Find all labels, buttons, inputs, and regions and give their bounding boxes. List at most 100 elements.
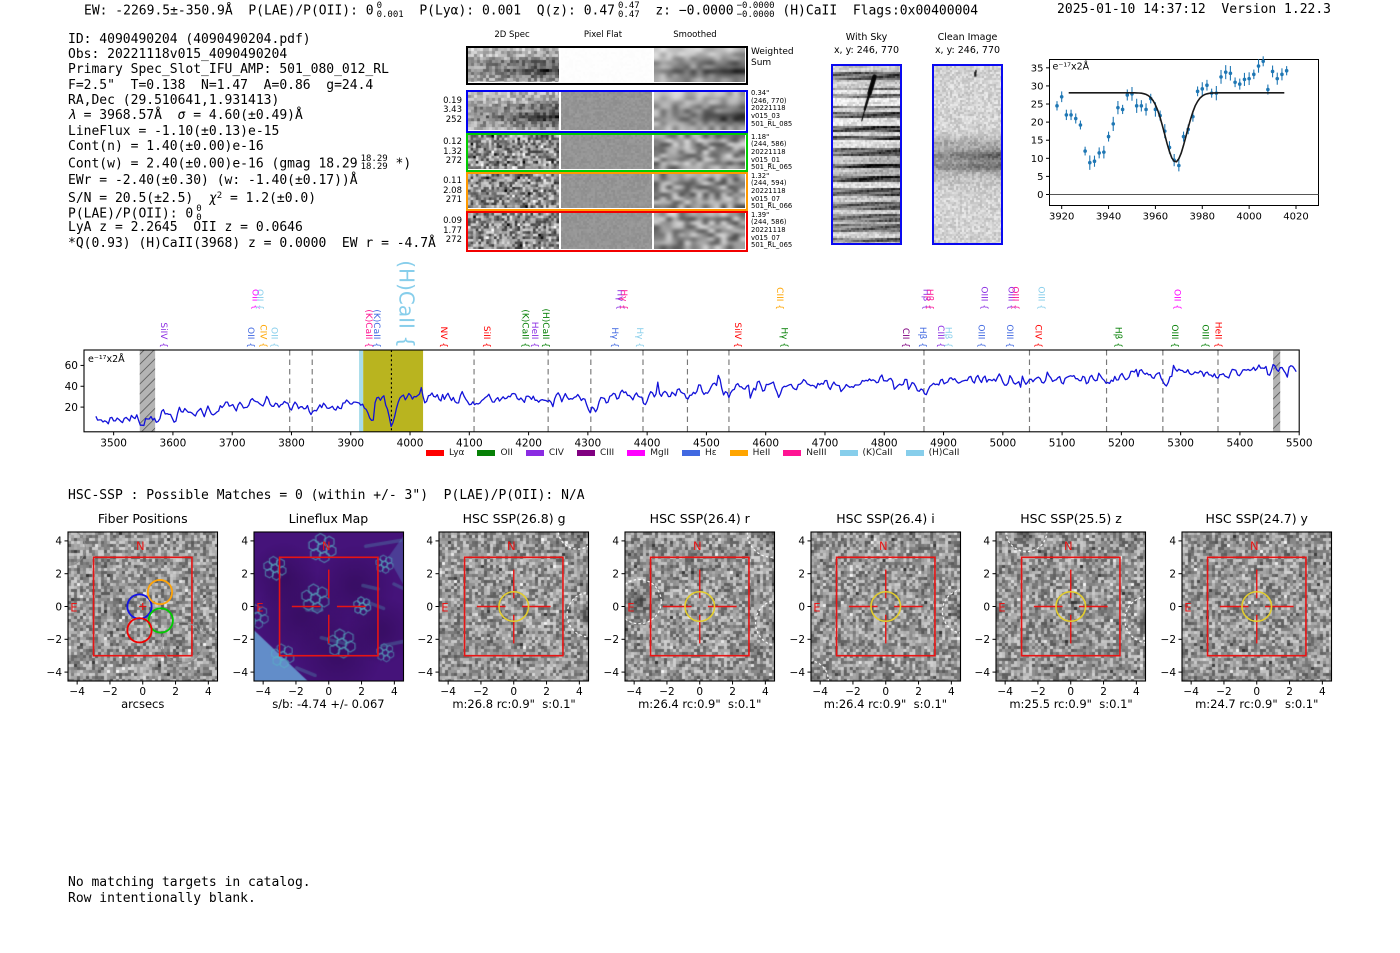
- inset-point-46: [1270, 69, 1275, 74]
- main-xtick-label-15: 5000: [989, 437, 1016, 449]
- spec2d-img-fiber-2-flat: [561, 135, 653, 170]
- cutout-6-extraction-box: [1206, 556, 1307, 657]
- line-label-OII-4: OII {: [249, 289, 259, 310]
- inset-point-45: [1266, 87, 1270, 92]
- cutout-4-xtick-3: 2: [915, 686, 922, 698]
- cutout-3-extraction-box: [649, 556, 750, 657]
- summary-sup-3: 0.47: [618, 1, 640, 11]
- cutout-title-3: HSC SSP(26.4) r: [649, 511, 750, 526]
- clean-image-frame: [932, 64, 1003, 245]
- clean-image-subtitle: x, y: 246, 770: [934, 44, 1001, 56]
- line-label-SiIV-18: SiIV {: [732, 322, 742, 348]
- main-xtick-label-20: 5500: [1286, 437, 1313, 449]
- line-label-OII-3: OII {: [268, 327, 278, 348]
- cutout-3-xtick-1: −2: [659, 686, 674, 698]
- main-ytick-label-0: 20: [65, 402, 78, 414]
- info-8-text-2: *): [387, 155, 412, 171]
- cutout-overlay-3: N E −4 −4 −2 −2 0 0 2 2 4 4: [604, 531, 776, 698]
- cutout-5-xtick-4: 4: [1133, 686, 1140, 698]
- inset-point-4: [1073, 116, 1078, 121]
- cutout-3-ytick-4: 4: [612, 536, 619, 548]
- spec2d-row-fiber-1: [466, 89, 748, 133]
- with-sky-title: With Sky: [845, 32, 888, 43]
- inset-unit-label: e⁻¹⁷x2Å: [1053, 61, 1090, 73]
- line-label-HeII-12: HeII {: [529, 322, 539, 348]
- cutout-1-north-label: N: [322, 539, 331, 553]
- inset-point-37: [1228, 71, 1233, 76]
- info-8-sub-1: 18.29: [360, 162, 388, 173]
- info-5-symbol-0: λ: [68, 108, 76, 124]
- line-label-CII-21: CII {: [900, 328, 910, 348]
- cutout-5-ytick-4: 4: [984, 536, 991, 548]
- main-xtick-label-9: 4400: [634, 437, 661, 449]
- line-label-Hγ-15: Hγ {: [615, 289, 625, 310]
- line-label-OIII-35: OIII {: [1169, 324, 1179, 348]
- cutout-xlabel-0: arcsecs: [121, 697, 165, 711]
- legend-item-OII: OII: [477, 448, 513, 458]
- cutout-1-xtick-3: 2: [358, 686, 365, 698]
- inset-point-43: [1256, 64, 1261, 68]
- spec2d-right-fiber-1-2: 20221118: [751, 104, 786, 113]
- hsc-match-header: HSC-SSP : Possible Matches = 0 (within +…: [68, 488, 585, 503]
- spec2d-img-fiber-3-smooth: [654, 174, 746, 209]
- cutout-3-catalog-circle-1: [746, 532, 775, 558]
- main-xtick-label-1: 3600: [160, 437, 187, 449]
- line-label-Hγ-20: Hγ {: [779, 327, 789, 348]
- summary-text-6: (H)CaII Flags:0x00400004: [774, 3, 979, 19]
- cutout-5-ytick-2: 0: [984, 601, 991, 613]
- cutout-4-ytick-0: −4: [789, 667, 805, 679]
- spec2d-right-fiber-4-0: 1.39": [751, 210, 770, 219]
- spec2d-img-weighted-smooth: [653, 48, 745, 82]
- summary-header: EW: -2269.5±-350.9Å P(LAE)/P(OII): 0 0 0.0…: [84, 2, 978, 20]
- cutout-title-6: HSC SSP(24.7) y: [1205, 511, 1308, 526]
- info-5-text-1: = 3968.57Å: [75, 108, 178, 124]
- cutout-0-neighbor-circle-0: [161, 621, 204, 664]
- summary-text-0: EW: -2269.5±-350.9Å P(LAE)/P(OII): 0: [84, 3, 374, 19]
- spec2d-img-fiber-4-smooth: [654, 213, 746, 250]
- legend-label-(H)CaII: (H)CaII: [928, 448, 960, 458]
- main-xtick-label-17: 5200: [1108, 437, 1135, 449]
- inset-point-30: [1195, 89, 1200, 94]
- cutout-0-neighbor-circle-2: [68, 532, 86, 567]
- spec2d-left-label-fiber-2: 0.12 1.32 272: [422, 137, 462, 167]
- cutout-5-extraction-box: [1021, 556, 1122, 657]
- cutout-6-ytick-4: 4: [1169, 536, 1176, 548]
- line-label-Hβ-22: Hβ {: [917, 327, 927, 348]
- cutout-2-ytick-0: −4: [418, 667, 434, 679]
- cutout-3-ytick-1: −2: [604, 634, 619, 646]
- legend-swatch-Lyα: [426, 450, 444, 456]
- line-label-Hγ-14: Hγ {: [609, 327, 619, 348]
- cutout-6-north-label: N: [1250, 539, 1259, 553]
- cutout-overlay-1: N E −4 −4 −2 −2 0 0 2 2 4 4: [232, 531, 404, 698]
- clean-image-image: [934, 66, 1001, 243]
- main-unit-label: e⁻¹⁷x2Å: [88, 353, 125, 365]
- inset-fit-curve: [1068, 92, 1285, 163]
- meta-gap: [1206, 2, 1222, 17]
- spec2d-right-fiber-3-3: v015_07: [751, 194, 781, 203]
- cutout-5-aperture-circle: [1055, 590, 1087, 623]
- info-11-sup-1: 0: [196, 203, 202, 214]
- info-3-text-0: F=2.5" T=0.138 N=1.47 A=0.86 g=24.4: [68, 77, 374, 93]
- spec2d-right-fiber-4-2: 20221118: [751, 225, 786, 234]
- clean-image-title: Clean Image: [937, 32, 998, 43]
- spec2d-right-fiber-2-2: 20221118: [751, 147, 786, 156]
- info-line-0: ID: 4090490204 (4090490204.pdf): [68, 32, 436, 47]
- cutout-overlay-6: N E −4 −4 −2 −2 0 0 2 2 4 4: [1161, 531, 1333, 698]
- summary-supsub-1: 0 0.001: [377, 2, 404, 20]
- spec2d-left-fiber-2-1: 1.32: [443, 146, 462, 157]
- cutout-3-ytick-3: 2: [612, 569, 619, 581]
- info-line-8: Cont(w) = 2.40(±0.00)e-16 (gmag 18.29 18.…: [68, 154, 436, 173]
- line-label-Hβ-23: Hβ {: [920, 289, 930, 310]
- cutout-3-ytick-2: 0: [612, 601, 619, 613]
- inset-point-35: [1219, 75, 1223, 79]
- inset-point-40: [1242, 77, 1247, 82]
- cutout-2-aperture-circle: [498, 590, 530, 623]
- cutout-3-xtick-4: 4: [762, 686, 769, 698]
- weighted-sum-line-0: Weighted: [751, 47, 794, 57]
- inset-axes-frame: [1049, 59, 1319, 206]
- cutout-5-xtick-0: −4: [998, 686, 1014, 698]
- cutout-5-ytick-1: −2: [975, 634, 990, 646]
- cutout-6-east-label: E: [1184, 600, 1191, 614]
- legend-swatch-CIV: [525, 450, 544, 456]
- cutout-6-ytick-0: −4: [1161, 667, 1177, 679]
